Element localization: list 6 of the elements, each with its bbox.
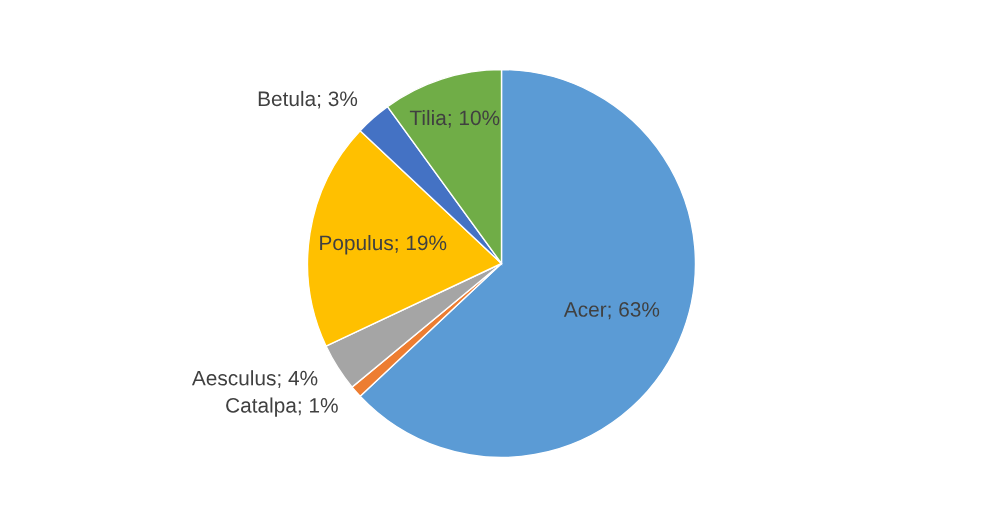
slice-label: Aesculus; 4% — [191, 370, 318, 388]
slice-label: Betula; 3% — [258, 90, 358, 109]
slice-label: Acer; 63% — [563, 302, 660, 320]
slice-label: Catalpa; 1% — [226, 397, 338, 417]
slice-label: Populus; 19% — [320, 234, 447, 255]
slice-label: Tilia; 10% — [409, 109, 500, 128]
